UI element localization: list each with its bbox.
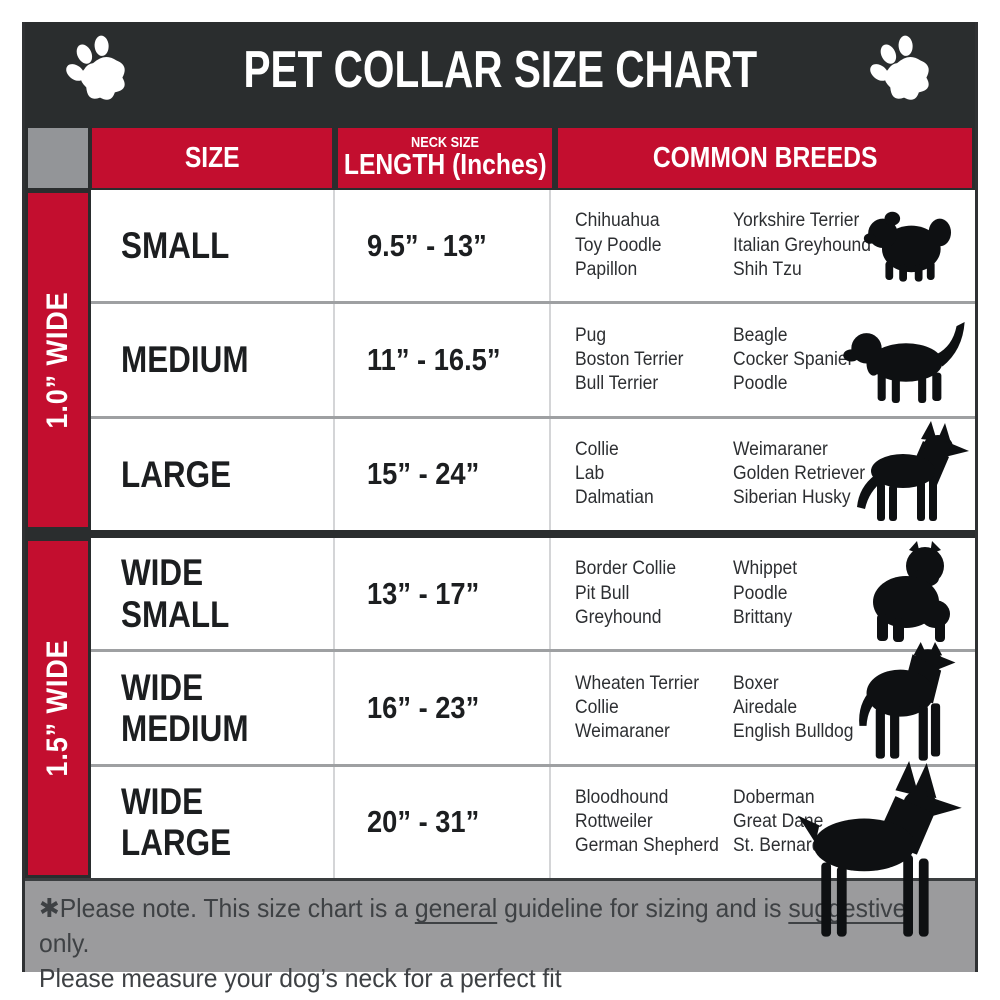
breeds-list-left: Chihuahua Toy Poodle Papillon <box>575 210 662 280</box>
row-divider <box>91 415 975 419</box>
breeds-cell: Wheaten Terrier Collie Weimaraner Boxer … <box>551 652 975 763</box>
section-1-5-inch: 1.5” WIDE WIDE SMALL 13” - 17” Border Co… <box>25 538 975 937</box>
header-neck-small-label: NECK SIZE <box>410 134 479 151</box>
size-cell: MEDIUM <box>91 304 335 416</box>
breeds-list-left: Border Collie Pit Bull Greyhound <box>575 558 677 628</box>
size-value: WIDE LARGE <box>121 780 232 864</box>
length-cell: 13” - 17” <box>335 538 551 650</box>
length-cell: 15” - 24” <box>335 418 551 530</box>
section-rows: SMALL 9.5” - 13” Chihuahua Toy Poodle Pa… <box>91 190 975 530</box>
paw-print-icon <box>870 35 929 100</box>
breeds-cell: Collie Lab Dalmatian Weimaraner Golden R… <box>551 419 975 530</box>
paw-print-icon <box>66 35 125 100</box>
length-value: 9.5” - 13” <box>367 227 487 263</box>
length-value: 13” - 17” <box>367 575 480 611</box>
table-row-wide-large: WIDE LARGE 20” - 31” Bloodhound Rottweil… <box>91 760 975 937</box>
size-value: SMALL <box>121 224 230 266</box>
header-neck-size: NECK SIZE LENGTH (Inches) <box>338 128 552 188</box>
table-row-small: SMALL 9.5” - 13” Chihuahua Toy Poodle Pa… <box>91 190 975 302</box>
footer-line-1: ✱Please note. This size chart is a gener… <box>39 891 915 961</box>
beagle-dog-icon <box>843 322 965 404</box>
footer-line-2: Please measure your dog’s neck for a per… <box>39 963 562 994</box>
row-divider <box>91 301 975 305</box>
breeds-list-right: Weimaraner Golden Retriever Siberian Hus… <box>733 438 866 509</box>
table-row-wide-medium: WIDE MEDIUM 16” - 23” Wheaten Terrier Co… <box>91 642 975 764</box>
width-band-1-0: 1.0” WIDE <box>25 190 91 530</box>
breeds-list-right: Boxer Airedale English Bulldog <box>733 672 854 743</box>
table-row-medium: MEDIUM 11” - 16.5” Pug Boston Terrier Bu… <box>91 304 975 416</box>
length-value: 16” - 23” <box>367 689 480 725</box>
header-size: SIZE <box>92 128 332 188</box>
footer-underlined-suggestive: suggestive <box>788 893 907 923</box>
size-cell: WIDE LARGE <box>91 766 335 878</box>
table-header-row: SIZE NECK SIZE LENGTH (Inches) COMMON BR… <box>25 118 975 190</box>
footer-note: ✱Please note. This size chart is a gener… <box>25 878 975 993</box>
footer-text: ✱Please note. This size chart is a <box>39 893 415 923</box>
row-divider <box>91 649 975 653</box>
size-value: MEDIUM <box>121 339 249 381</box>
width-band-fill <box>28 541 88 875</box>
size-cell: WIDE SMALL <box>91 538 335 650</box>
length-cell: 9.5” - 13” <box>335 190 551 302</box>
size-value: WIDE MEDIUM <box>121 666 249 749</box>
length-value: 15” - 24” <box>367 456 480 492</box>
breeds-list-right: Beagle Cocker Spaniel Poodle <box>733 324 852 395</box>
breeds-list-left: Wheaten Terrier Collie Weimaraner <box>575 672 700 743</box>
breeds-list-left: Pug Boston Terrier Bull Terrier <box>575 324 684 395</box>
breeds-cell: Pug Boston Terrier Bull Terrier Beagle C… <box>551 304 975 415</box>
size-cell: SMALL <box>91 190 335 302</box>
footer-underlined-general: general <box>414 893 498 923</box>
shepherd-dog-icon <box>857 420 969 521</box>
table-row-large: LARGE 15” - 24” Collie Lab Dalmatian Wei… <box>91 418 975 530</box>
width-band-fill <box>28 193 88 527</box>
section-1-inch: 1.0” WIDE SMALL 9.5” - 13” Chihuahua Toy… <box>25 190 975 530</box>
breeds-list-right: Whippet Poodle Brittany <box>733 558 798 628</box>
size-chart-sheet: PET COLLAR SIZE CHART SIZE NECK SIZE LEN… <box>22 22 978 993</box>
row-divider <box>91 763 975 767</box>
table-row-wide-small: WIDE SMALL 13” - 17” Border Collie Pit B… <box>91 538 975 650</box>
breeds-list-right: Doberman Great Dane St. Bernard <box>733 786 823 857</box>
header-corner-cell <box>28 128 88 188</box>
page-title: PET COLLAR SIZE CHART <box>243 41 757 99</box>
header-size-label: SIZE <box>184 141 240 174</box>
length-cell: 16” - 23” <box>335 652 551 764</box>
length-value: 11” - 16.5” <box>367 341 501 377</box>
doberman-dog-icon <box>797 760 962 937</box>
breeds-cell: Chihuahua Toy Poodle Papillon Yorkshire … <box>551 190 975 301</box>
section-divider <box>25 530 975 538</box>
breeds-cell: Border Collie Pit Bull Greyhound Whippet… <box>551 538 975 649</box>
section-rows: WIDE SMALL 13” - 17” Border Collie Pit B… <box>91 538 975 937</box>
size-value: LARGE <box>121 453 232 495</box>
size-value: WIDE SMALL <box>121 552 230 635</box>
footer-text: guideline for sizing and is <box>497 893 789 923</box>
width-band-1-5: 1.5” WIDE <box>25 538 91 878</box>
breeds-list-left: Collie Lab Dalmatian <box>575 438 654 509</box>
length-cell: 20” - 31” <box>335 766 551 878</box>
size-cell: WIDE MEDIUM <box>91 652 335 764</box>
width-band-label: 1.5” WIDE <box>41 639 74 777</box>
length-value: 20” - 31” <box>367 804 480 840</box>
header-neck-large-label: LENGTH (Inches) <box>343 149 547 181</box>
length-cell: 11” - 16.5” <box>335 304 551 416</box>
width-band-label: 1.0” WIDE <box>41 291 74 429</box>
header-breeds-label: COMMON BREEDS <box>652 141 878 174</box>
size-cell: LARGE <box>91 418 335 530</box>
breeds-list-right: Yorkshire Terrier Italian Greyhound Shih… <box>733 210 871 280</box>
breeds-cell: Bloodhound Rottweiler German Shepherd Do… <box>551 767 975 878</box>
table-body: 1.0” WIDE SMALL 9.5” - 13” Chihuahua Toy… <box>25 190 975 937</box>
breeds-list-left: Bloodhound Rottweiler German Shepherd <box>575 786 719 857</box>
toy-fluffy-dog-icon <box>863 211 952 282</box>
pitbull-dog-icon <box>859 642 956 761</box>
header-common-breeds: COMMON BREEDS <box>558 128 972 188</box>
title-bar: PET COLLAR SIZE CHART <box>25 22 975 118</box>
bulldog-dog-icon <box>873 541 950 642</box>
footer-text: only. <box>39 928 90 959</box>
